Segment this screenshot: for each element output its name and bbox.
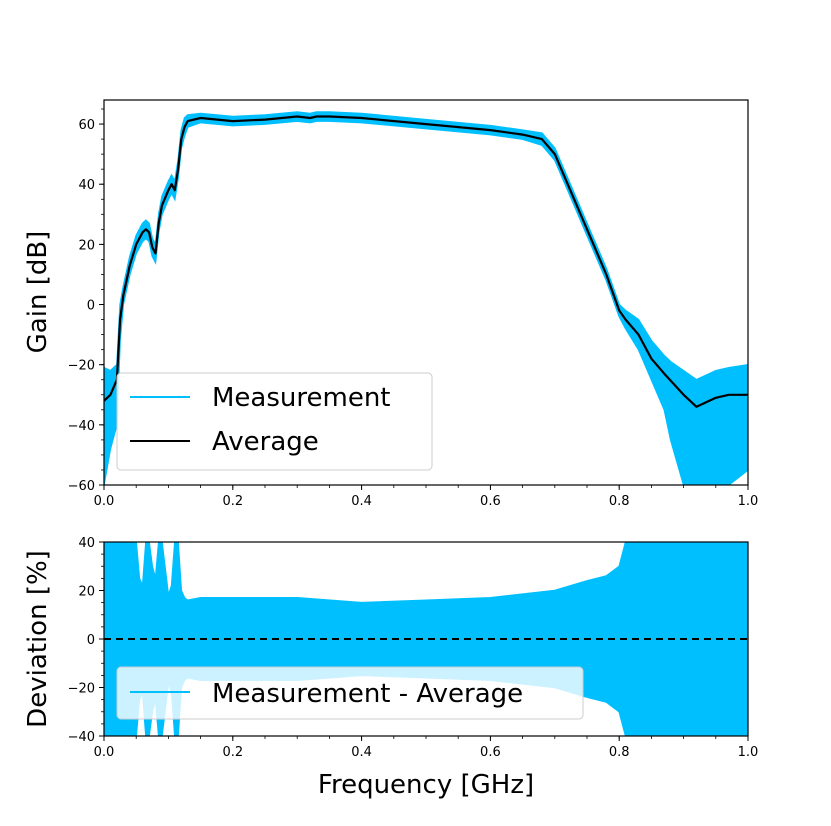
- gain-legend-box: [116, 372, 433, 471]
- deviation-ticks: 0.0 0.2 0.4 0.6 0.8 1.0 40 20 0 −20 −40: [68, 536, 759, 760]
- gain-xtick-label: 1.0: [738, 494, 759, 509]
- deviation-ytick-label: 20: [78, 585, 95, 600]
- gain-series-layer: [104, 111, 748, 485]
- gain-ytick-label: −40: [68, 419, 95, 434]
- deviation-xtick-label: 0.2: [222, 745, 243, 760]
- gain-xtick-label: 0.0: [94, 494, 115, 509]
- gain-ytick-label: −20: [68, 359, 95, 374]
- gain-xtick-label: 0.4: [351, 494, 372, 509]
- gain-measurement-band: [104, 111, 748, 485]
- deviation-xtick-label: 0.8: [609, 745, 630, 760]
- gain-ytick-label: 20: [78, 238, 95, 253]
- deviation-ytick-label: 40: [78, 536, 95, 551]
- deviation-ytick-label: 0: [87, 633, 95, 648]
- deviation-legend: Measurement - Average: [116, 666, 584, 720]
- gain-panel: 0.0 0.2 0.4 0.6 0.8 1.0 60 40 20 0 −20 −40 −60 Gain …: [23, 99, 759, 509]
- gain-xtick-label: 0.8: [609, 494, 630, 509]
- gain-ytick-label: 0: [87, 299, 95, 314]
- deviation-xtick-label: 0.0: [94, 745, 115, 760]
- gain-legend: Measurement Average: [116, 372, 433, 471]
- legend-deviation-label: Measurement - Average: [212, 679, 523, 709]
- deviation-panel: Measurement - Average 0.0 0.2 0.4 0.6 0.8 1.0…: [23, 536, 758, 800]
- gain-ytick-label: 40: [78, 178, 95, 193]
- gain-ylabel: Gain [dB]: [23, 231, 53, 354]
- gain-ytick-label: −60: [68, 479, 95, 494]
- deviation-xtick-label: 1.0: [738, 745, 759, 760]
- deviation-xtick-label: 0.6: [480, 745, 501, 760]
- frequency-xlabel: Frequency [GHz]: [318, 770, 534, 800]
- legend-measurement-label: Measurement: [212, 383, 391, 413]
- gain-xtick-label: 0.6: [480, 494, 501, 509]
- deviation-ytick-label: −20: [68, 682, 95, 697]
- gain-ticks: 0.0 0.2 0.4 0.6 0.8 1.0 60 40 20 0 −20 −40 −60: [68, 108, 759, 509]
- deviation-ytick-label: −40: [68, 730, 95, 745]
- gain-ytick-label: 60: [78, 118, 95, 133]
- legend-average-label: Average: [212, 427, 319, 457]
- gain-average-line: [104, 115, 748, 408]
- gain-xtick-label: 0.2: [222, 494, 243, 509]
- deviation-xtick-label: 0.4: [351, 745, 372, 760]
- deviation-legend-box: [116, 666, 584, 720]
- deviation-ylabel: Deviation [%]: [23, 550, 53, 728]
